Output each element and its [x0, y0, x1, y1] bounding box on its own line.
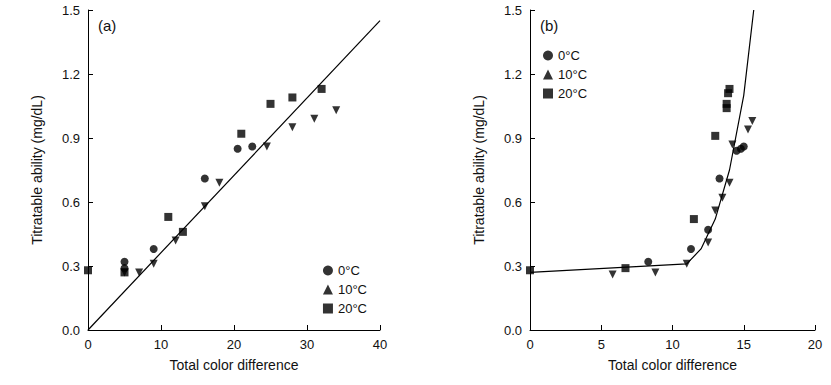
svg-text:0.9: 0.9	[62, 131, 80, 146]
svg-text:40: 40	[373, 337, 387, 352]
svg-text:20°C: 20°C	[558, 86, 587, 101]
svg-text:0.0: 0.0	[62, 323, 80, 338]
svg-text:0°C: 0°C	[338, 263, 360, 278]
svg-text:Titratable ability (mg/dL): Titratable ability (mg/dL)	[471, 95, 487, 245]
svg-text:0: 0	[84, 337, 91, 352]
svg-text:10°C: 10°C	[558, 67, 587, 82]
svg-text:(b): (b)	[540, 17, 558, 34]
svg-text:10: 10	[154, 337, 168, 352]
svg-text:Total color difference: Total color difference	[170, 357, 299, 373]
svg-text:20°C: 20°C	[338, 301, 367, 316]
svg-text:0.6: 0.6	[504, 195, 522, 210]
svg-text:0.3: 0.3	[62, 259, 80, 274]
svg-text:Titratable ability (mg/dL): Titratable ability (mg/dL)	[29, 95, 45, 245]
svg-text:30: 30	[300, 337, 314, 352]
svg-text:0.3: 0.3	[504, 259, 522, 274]
svg-text:0: 0	[526, 337, 533, 352]
svg-text:1.5: 1.5	[62, 3, 80, 18]
svg-text:10: 10	[665, 337, 679, 352]
svg-text:1.2: 1.2	[504, 67, 522, 82]
svg-text:0.6: 0.6	[62, 195, 80, 210]
svg-text:Total color difference: Total color difference	[608, 357, 737, 373]
svg-text:1.5: 1.5	[504, 3, 522, 18]
svg-text:0.0: 0.0	[504, 323, 522, 338]
svg-text:0°C: 0°C	[558, 48, 580, 63]
svg-text:0.9: 0.9	[504, 131, 522, 146]
svg-text:10°C: 10°C	[338, 282, 367, 297]
svg-text:5: 5	[598, 337, 605, 352]
svg-text:15: 15	[737, 337, 751, 352]
svg-text:20: 20	[227, 337, 241, 352]
svg-text:1.2: 1.2	[62, 67, 80, 82]
svg-text:20: 20	[808, 337, 822, 352]
svg-text:(a): (a)	[98, 17, 116, 34]
